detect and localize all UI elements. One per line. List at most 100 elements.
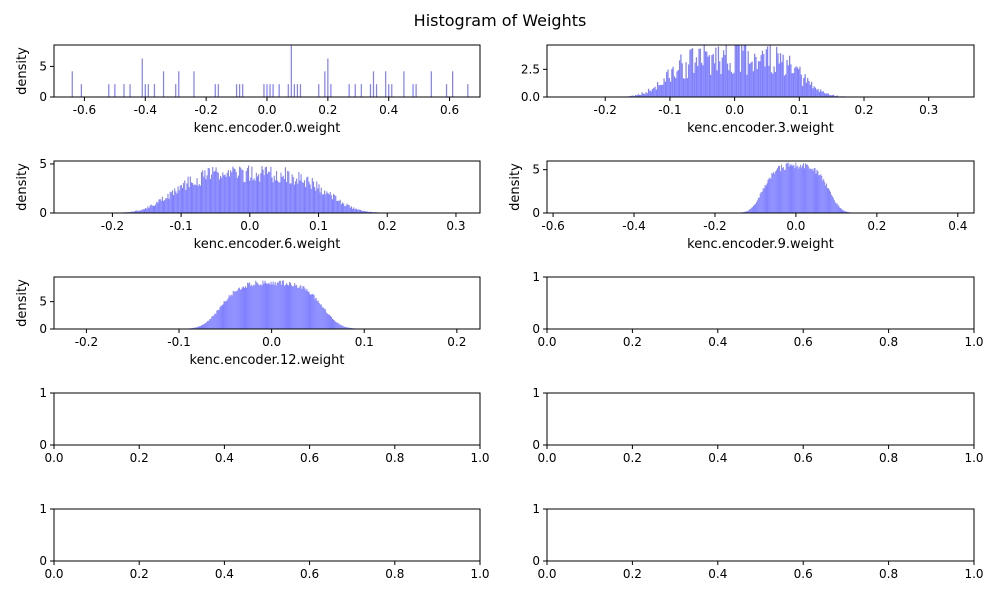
histogram-bar [816, 89, 818, 97]
histogram-bar [365, 211, 367, 213]
histogram-bar [153, 84, 156, 97]
histogram-bar [766, 46, 769, 97]
histogram-bar [294, 181, 297, 213]
histogram-bar [752, 207, 754, 213]
histogram-bar [245, 286, 247, 329]
histogram-bar [664, 81, 667, 97]
histogram-bar [266, 84, 268, 97]
histogram-bar [260, 284, 262, 329]
histogram-bar [704, 51, 707, 97]
histogram-bar [801, 167, 803, 213]
histogram-bar [760, 55, 762, 97]
histogram-bar [634, 94, 637, 97]
histogram-bar [647, 88, 650, 97]
x-tick-label: 0.0 [257, 103, 276, 117]
histogram-bar [293, 84, 295, 97]
histogram-bar [299, 180, 301, 213]
histogram-bar [272, 281, 274, 329]
histogram-bar [298, 172, 300, 213]
histogram-bar [812, 88, 814, 97]
histogram-bar [245, 171, 247, 213]
histogram-bar [268, 283, 270, 329]
histogram-bar [321, 194, 323, 213]
histogram-bar [212, 167, 214, 213]
histogram-bar [808, 81, 810, 97]
histogram-bar [242, 170, 244, 213]
histogram-bar [779, 165, 780, 213]
histogram-bar [840, 208, 842, 213]
histogram-bar [700, 62, 703, 97]
histogram-bar [205, 179, 207, 213]
histogram-bar [684, 78, 686, 97]
histogram-bar [227, 169, 229, 213]
histogram-bar [359, 209, 361, 213]
x-tick-label: 0.4 [379, 103, 398, 117]
histogram-bar [695, 57, 698, 97]
histogram-bar [636, 95, 638, 97]
histogram-bar [290, 282, 292, 329]
histogram-bar [750, 208, 752, 213]
histogram-bar [825, 185, 827, 213]
x-tick-label: 0.0 [786, 219, 805, 233]
histogram-bar [638, 94, 641, 97]
histogram-bar [330, 195, 332, 213]
histogram-bar [839, 207, 841, 213]
histogram-bar [689, 49, 691, 97]
y-tick-label: 0 [532, 206, 540, 220]
histogram-bar [314, 187, 316, 213]
histogram-bar [799, 166, 801, 213]
histogram-bar [158, 199, 160, 213]
x-tick-label: 0.2 [623, 567, 642, 581]
x-tick-label: 0.0 [537, 451, 556, 465]
histogram-bar [754, 53, 756, 97]
histogram-bar [336, 322, 338, 329]
y-tick-label: 0 [532, 438, 540, 452]
histogram-bar [216, 171, 218, 213]
histogram-bar [720, 74, 722, 97]
histogram-bar [759, 193, 761, 213]
histogram-bar [823, 93, 826, 97]
histogram-bar [141, 58, 143, 97]
histogram-bar [826, 93, 828, 97]
histogram-bar [261, 166, 263, 213]
histogram-bar [209, 179, 212, 213]
histogram-bar [752, 71, 755, 97]
histogram-bar [159, 198, 161, 213]
empty-axes-4: 0.0 0.2 0.4 0.6 0.8 1.0 0 1 [39, 502, 489, 581]
histogram-bar [273, 284, 275, 329]
histogram-bar [830, 194, 832, 213]
histogram-bar [682, 78, 685, 97]
histogram-bar [306, 177, 308, 213]
histogram-bar [328, 194, 330, 213]
histogram-bar [355, 208, 357, 213]
histogram-bar [842, 210, 844, 213]
histogram-bar [144, 84, 146, 97]
histogram-bar [264, 167, 266, 213]
histogram-bar [776, 169, 778, 213]
histogram-bar [289, 183, 291, 213]
histogram-bar [642, 93, 645, 97]
histogram-bar [294, 282, 296, 329]
histogram-bar [838, 206, 840, 213]
histogram-bar [255, 280, 257, 329]
histogram-bar [663, 78, 665, 97]
histogram-bar [207, 320, 209, 329]
histogram-bar [303, 180, 306, 213]
histogram-bar [235, 291, 237, 329]
axes-frame [53, 160, 481, 214]
histogram-bar [817, 171, 819, 213]
histogram-bar [804, 74, 806, 97]
histogram-bar [267, 173, 269, 213]
histogram-bar [238, 287, 240, 329]
histogram-bar [330, 84, 332, 97]
histogram-bar [216, 310, 218, 329]
histogram-bar [208, 168, 210, 213]
histogram-bar [748, 63, 751, 97]
histogram-bar [328, 314, 330, 329]
histogram-bar [215, 167, 217, 213]
histogram-bar [792, 166, 794, 213]
histogram-bar [385, 71, 387, 97]
histogram-bar [266, 284, 268, 329]
histogram-bar [261, 285, 263, 329]
histogram-bar [787, 65, 789, 97]
